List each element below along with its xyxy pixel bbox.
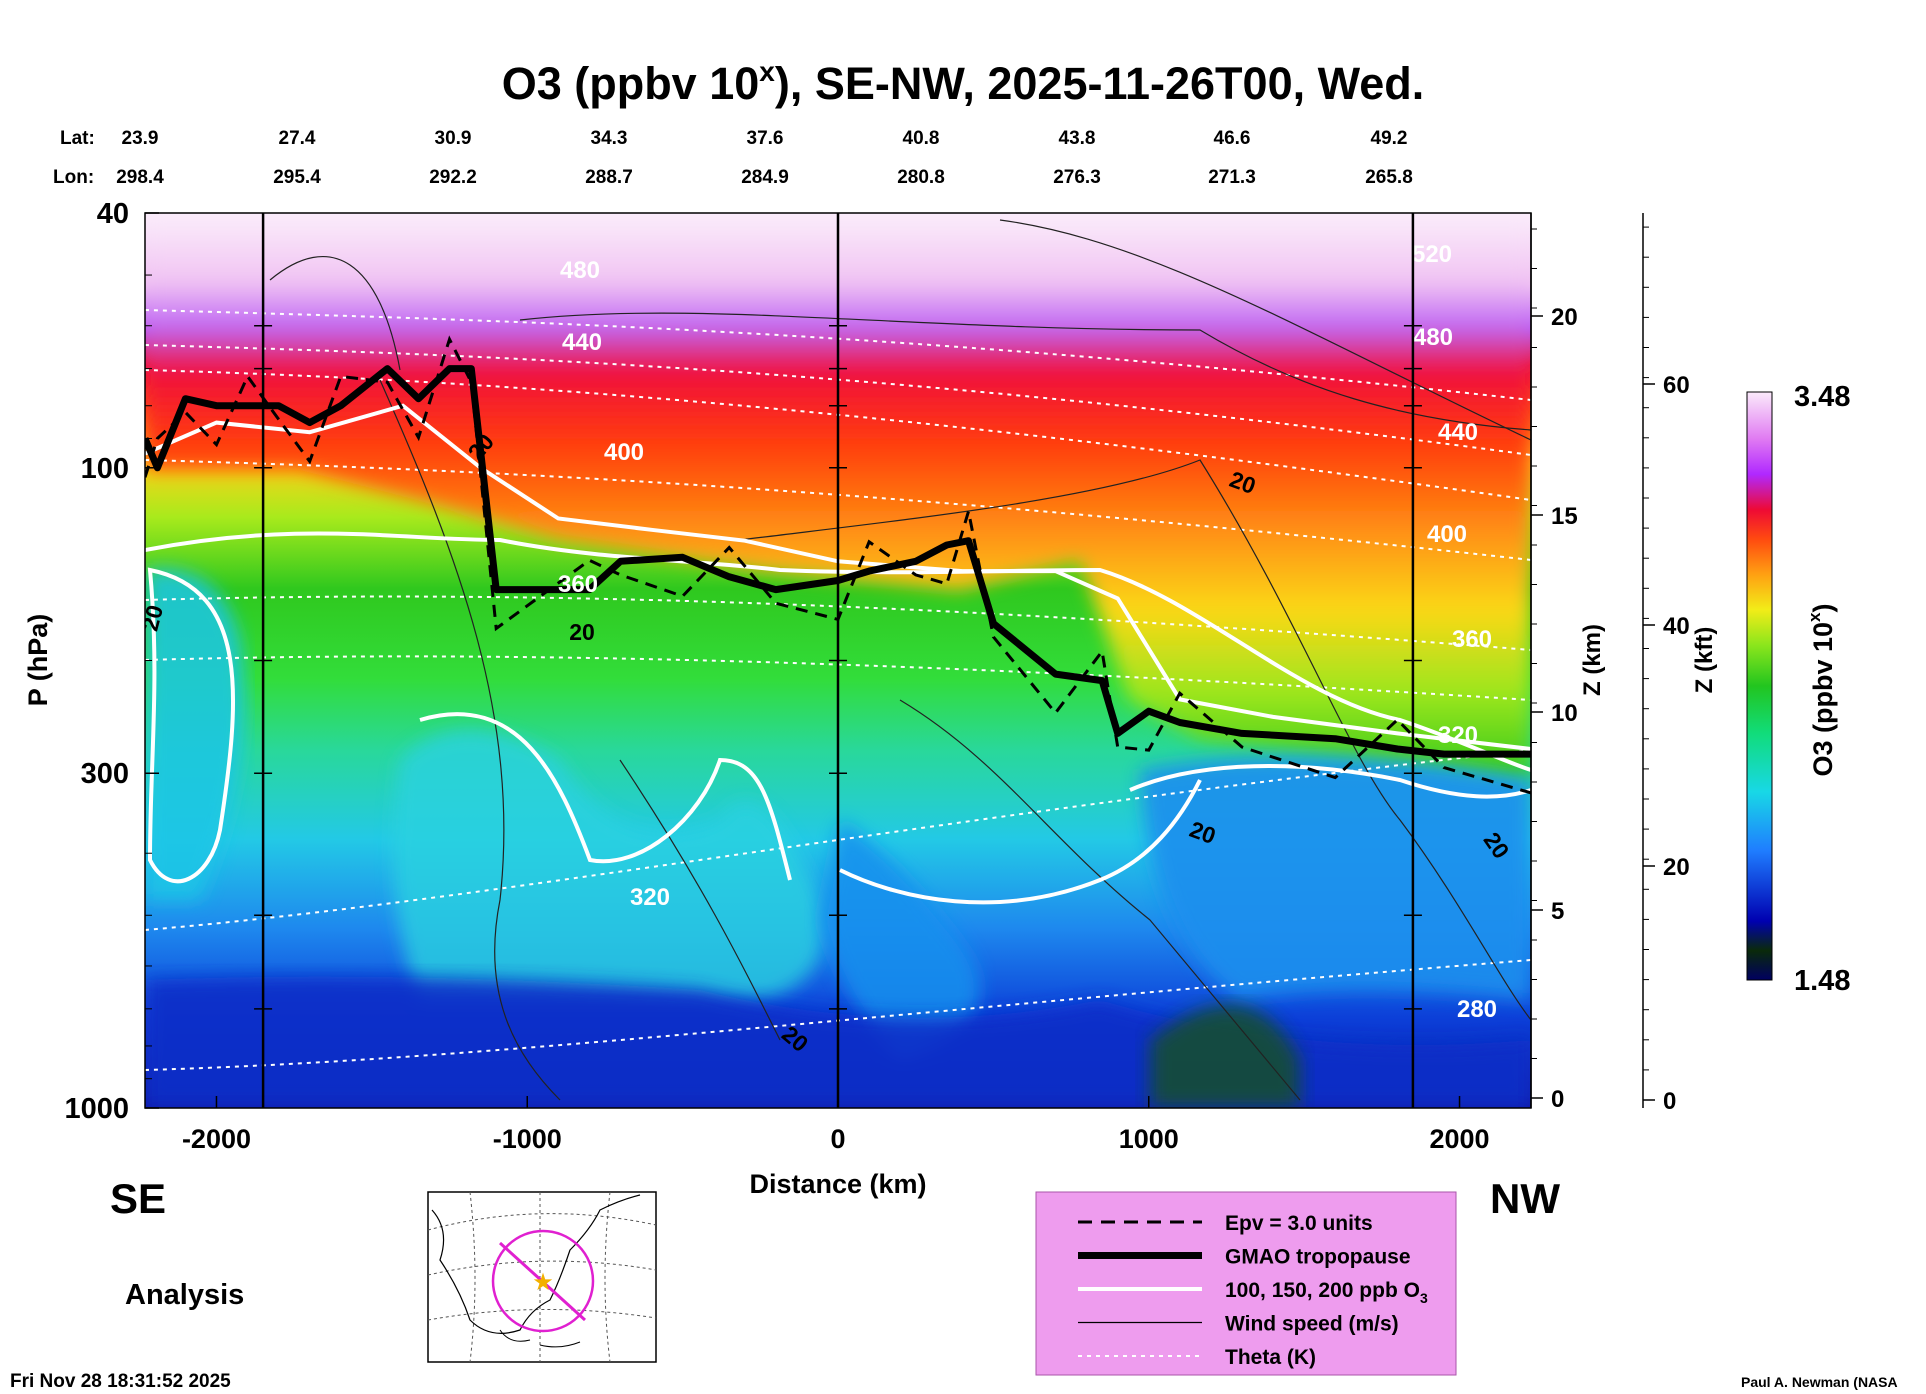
theta-label: 480 [560, 257, 600, 284]
section-circle [491, 1229, 595, 1333]
lon-value: 292.2 [429, 167, 477, 188]
analysis-label: Analysis [125, 1279, 244, 1311]
coastline [431, 1194, 641, 1334]
lat-value: 46.6 [1214, 128, 1251, 149]
theta-label: 320 [1438, 722, 1478, 749]
gmao-tropopause-line [145, 365, 1531, 758]
x-tick-label: 0 [830, 1124, 845, 1154]
credit: Paul A. Newman (NASA [1741, 1374, 1898, 1390]
legend-label: Wind speed (m/s) [1225, 1313, 1399, 1336]
direction-label-nw: NW [1490, 1175, 1560, 1222]
z-kft-axis: 0 20 40 60 [1642, 213, 1690, 1115]
lat-value: 49.2 [1371, 128, 1408, 149]
legend-label: Epv = 3.0 units [1225, 1212, 1373, 1235]
lat-value: 27.4 [279, 128, 316, 149]
y-tick-label: 40 [97, 198, 129, 230]
lon-value: 265.8 [1365, 167, 1413, 188]
direction-label-se: SE [110, 1175, 166, 1222]
legend-label: 100, 150, 200 ppb O3 [1225, 1279, 1428, 1306]
z-km-tick-label: 0 [1551, 1086, 1564, 1113]
wind-speed-contours [269, 219, 1531, 1101]
low-ozone-region [1140, 757, 1531, 1000]
z-km-tick-label: 10 [1551, 700, 1578, 727]
theta-label: 440 [1438, 419, 1478, 446]
y-tick-label: 100 [81, 453, 129, 485]
x-axis: -2000 -1000 0 1000 2000 [182, 1096, 1490, 1154]
y-tick-label: 300 [81, 758, 129, 790]
x-tick-label: 1000 [1119, 1124, 1179, 1154]
z-km-tick-label: 5 [1551, 898, 1564, 925]
y-tick-label: 1000 [64, 1093, 129, 1125]
lon-label: Lon: [53, 167, 94, 188]
theta-label: 440 [562, 329, 602, 356]
inset-map: ★ [427, 1191, 657, 1363]
section-path [498, 1241, 587, 1322]
theta-label: 520 [1412, 241, 1452, 268]
lon-value: 284.9 [741, 167, 789, 188]
theta-label: 320 [630, 884, 670, 911]
lon-value: 276.3 [1053, 167, 1101, 188]
reference-vertical-lines [254, 213, 1422, 1108]
colorbar-title: O3 (ppbv 10x) [1805, 603, 1838, 776]
legend: Epv = 3.0 units GMAO tropopause 100, 150, … [1035, 1191, 1457, 1376]
z-kft-tick-label: 40 [1663, 613, 1690, 640]
theta-label: 360 [558, 571, 598, 598]
z-km-tick-label: 20 [1551, 304, 1578, 331]
x-tick-label: -2000 [182, 1124, 251, 1154]
chart-title: O3 (ppbv 10x), SE-NW, 2025-11-26T00, Wed… [502, 56, 1425, 109]
lon-value: 295.4 [273, 167, 321, 188]
colorbar-max-label: 3.48 [1794, 381, 1850, 413]
lat-value: 43.8 [1059, 128, 1096, 149]
z-km-tick-label: 15 [1551, 503, 1578, 530]
z-kft-axis-label: Z (kft) [1691, 627, 1718, 694]
dark-green-patch [1150, 1004, 1300, 1108]
y-axis-pressure: 40 100 300 1000 [64, 198, 159, 1125]
low-ozone-region [393, 730, 824, 1000]
lon-value: 271.3 [1208, 167, 1256, 188]
z-kft-tick-label: 60 [1663, 372, 1690, 399]
colorbar-gradient [1746, 391, 1773, 981]
wind-speed-label: 20 [569, 619, 595, 645]
lon-value: 298.4 [116, 167, 164, 188]
x-tick-label: -1000 [493, 1124, 562, 1154]
theta-label: 400 [604, 439, 644, 466]
lat-value: 34.3 [591, 128, 628, 149]
lat-label: Lat: [60, 128, 95, 149]
ozone-ppb-contours [145, 403, 1531, 905]
y-axis-label: P (hPa) [23, 614, 53, 707]
theta-label: 480 [1413, 324, 1453, 351]
theta-contours [145, 309, 1531, 1071]
z-kft-tick-label: 20 [1663, 854, 1690, 881]
colorbar-min-label: 1.48 [1794, 965, 1850, 997]
theta-label: 360 [1452, 626, 1492, 653]
lat-value: 37.6 [747, 128, 784, 149]
epv-contour [145, 335, 1531, 795]
lat-value: 40.8 [903, 128, 940, 149]
wind-speed-label: 20 [136, 602, 168, 633]
timestamp: Fri Nov 28 18:31:52 2025 [10, 1371, 231, 1392]
lat-value: 23.9 [122, 128, 159, 149]
x-tick-label: 2000 [1429, 1124, 1489, 1154]
lat-value: 30.9 [435, 128, 472, 149]
legend-label: GMAO tropopause [1225, 1246, 1411, 1269]
colorbar: 3.48 1.48 O3 (ppbv 10x) [1746, 381, 1850, 997]
z-kft-tick-label: 0 [1663, 1088, 1676, 1115]
theta-label: 400 [1427, 521, 1467, 548]
lat-lon-header: Lat: Lon: 23.9 27.4 30.9 34.3 37.6 40.8 43.8 46… [53, 128, 1413, 188]
theta-label: 280 [1457, 996, 1497, 1023]
z-km-axis: 0 5 10 15 20 [1530, 213, 1578, 1113]
lon-value: 288.7 [585, 167, 633, 188]
x-axis-label: Distance (km) [749, 1169, 926, 1199]
lon-value: 280.8 [897, 167, 945, 188]
z-km-axis-label: Z (km) [1579, 624, 1606, 696]
section-center-icon: ★ [532, 1269, 554, 1296]
legend-label: Theta (K) [1225, 1346, 1316, 1369]
coastline [499, 1329, 581, 1348]
